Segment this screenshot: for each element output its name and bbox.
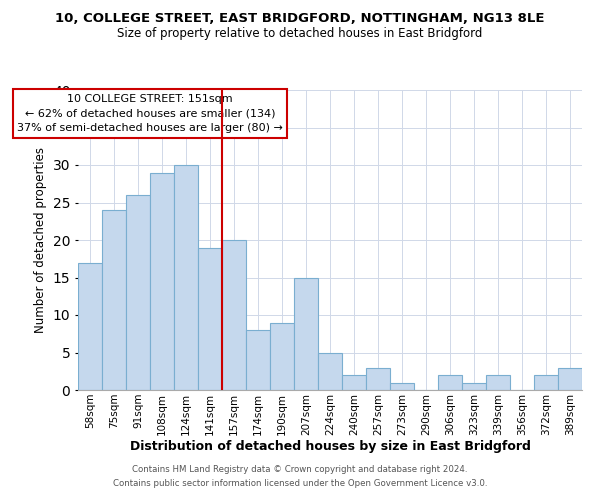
Text: Contains HM Land Registry data © Crown copyright and database right 2024.
Contai: Contains HM Land Registry data © Crown c… bbox=[113, 466, 487, 487]
Bar bbox=[318, 352, 342, 390]
Bar bbox=[558, 368, 582, 390]
Bar bbox=[150, 172, 174, 390]
Bar bbox=[534, 375, 558, 390]
Bar bbox=[270, 322, 294, 390]
Bar bbox=[462, 382, 486, 390]
Bar bbox=[198, 248, 222, 390]
Y-axis label: Number of detached properties: Number of detached properties bbox=[34, 147, 47, 333]
Bar bbox=[222, 240, 246, 390]
Bar bbox=[390, 382, 414, 390]
X-axis label: Distribution of detached houses by size in East Bridgford: Distribution of detached houses by size … bbox=[130, 440, 530, 454]
Bar bbox=[342, 375, 366, 390]
Text: 10, COLLEGE STREET, EAST BRIDGFORD, NOTTINGHAM, NG13 8LE: 10, COLLEGE STREET, EAST BRIDGFORD, NOTT… bbox=[55, 12, 545, 26]
Bar bbox=[438, 375, 462, 390]
Bar bbox=[174, 165, 198, 390]
Bar bbox=[486, 375, 510, 390]
Bar bbox=[366, 368, 390, 390]
Bar bbox=[102, 210, 126, 390]
Bar bbox=[78, 262, 102, 390]
Bar bbox=[126, 195, 150, 390]
Text: 10 COLLEGE STREET: 151sqm
← 62% of detached houses are smaller (134)
37% of semi: 10 COLLEGE STREET: 151sqm ← 62% of detac… bbox=[17, 94, 283, 134]
Bar bbox=[246, 330, 270, 390]
Text: Size of property relative to detached houses in East Bridgford: Size of property relative to detached ho… bbox=[118, 28, 482, 40]
Bar bbox=[294, 278, 318, 390]
